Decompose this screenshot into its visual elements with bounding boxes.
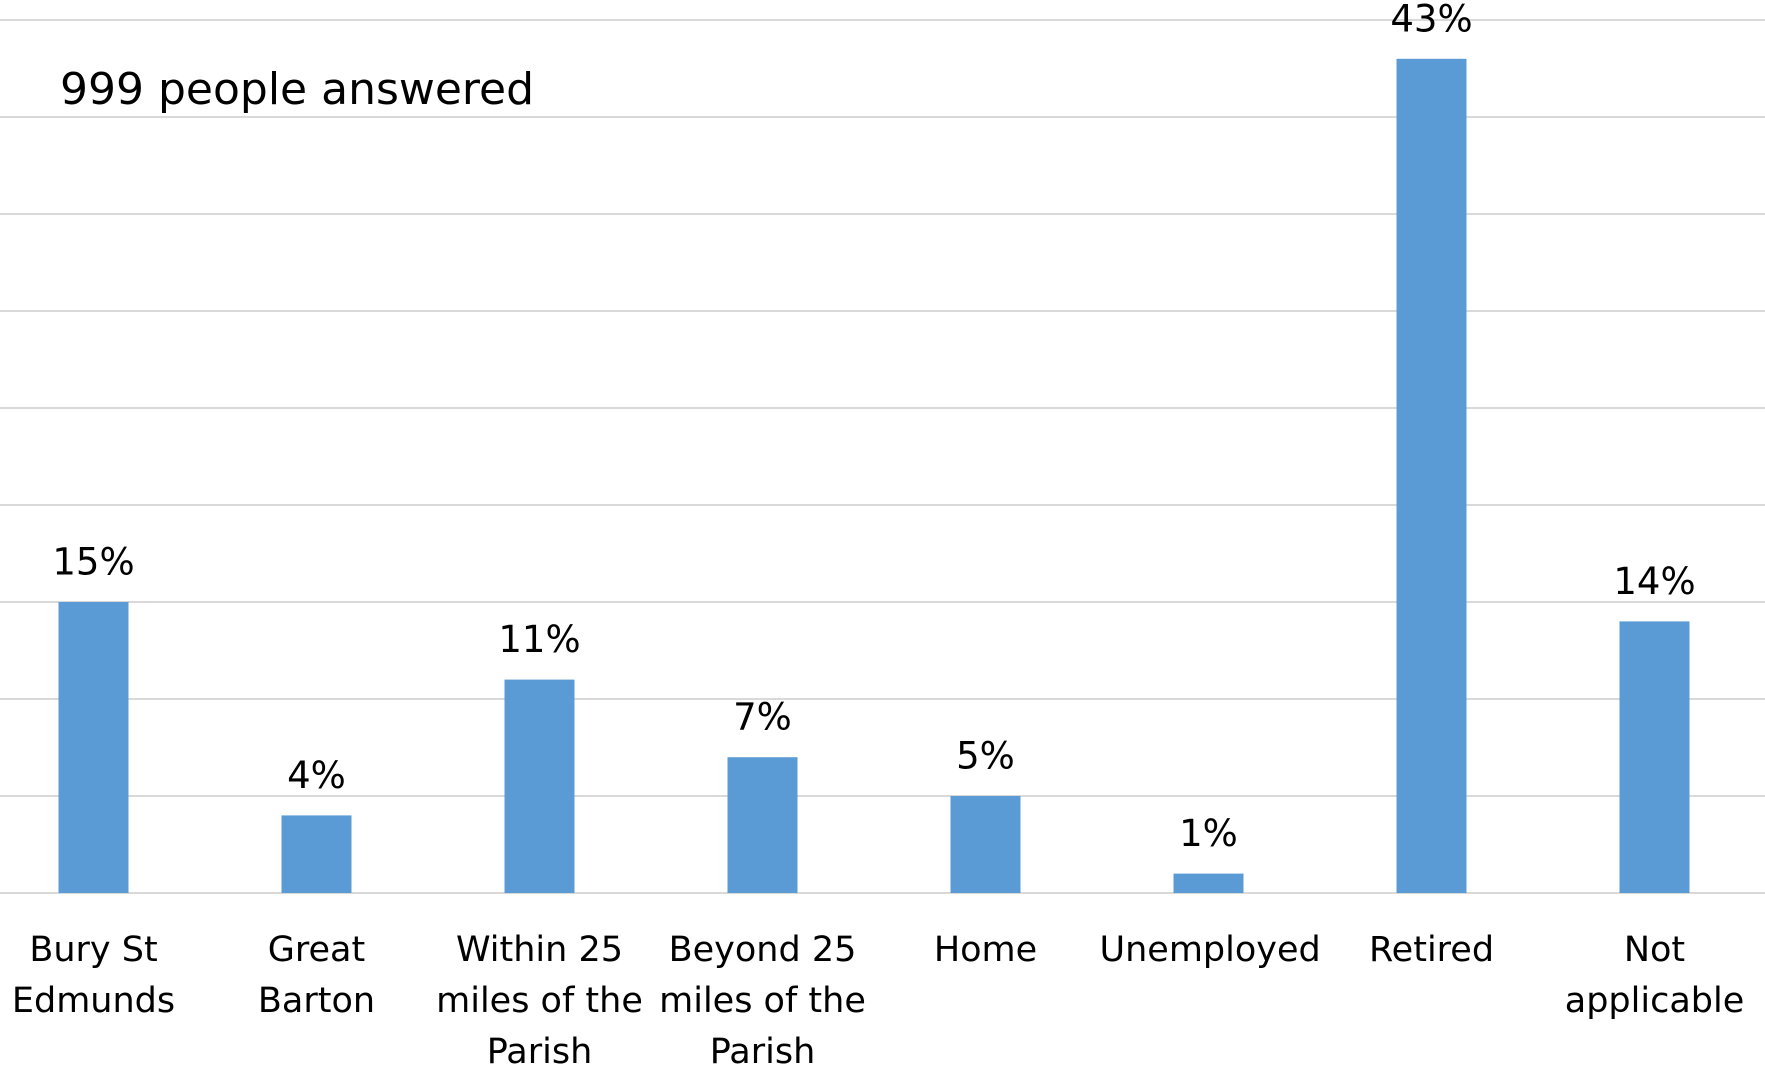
x-tick-label: Retired bbox=[1368, 930, 1495, 970]
bar bbox=[727, 757, 798, 893]
bar bbox=[1619, 621, 1690, 893]
bar bbox=[504, 679, 575, 893]
bar bbox=[281, 815, 352, 893]
x-tick-label: Beyond 25 miles of the Parish bbox=[659, 930, 866, 1072]
x-tick-label: Bury St Edmunds bbox=[11, 930, 176, 1021]
value-label: 1% bbox=[1179, 812, 1238, 855]
value-label: 7% bbox=[733, 696, 792, 739]
value-label: 4% bbox=[287, 754, 346, 797]
bar bbox=[58, 602, 129, 893]
x-tick-label: Not applicable bbox=[1564, 930, 1745, 1021]
x-tick-label: Great Barton bbox=[257, 930, 376, 1021]
value-label: 5% bbox=[956, 735, 1015, 778]
value-label: 14% bbox=[1613, 560, 1695, 603]
bar bbox=[1173, 873, 1244, 893]
x-tick-label: Within 25 miles of the Parish bbox=[436, 930, 643, 1072]
bar bbox=[1396, 58, 1467, 894]
value-label: 11% bbox=[498, 618, 580, 661]
value-label: 43% bbox=[1390, 0, 1472, 40]
x-tick-label: Home bbox=[933, 930, 1038, 970]
annotation: 999 people answered bbox=[60, 64, 534, 115]
x-tick-label: Unemployed bbox=[1099, 930, 1321, 970]
bar bbox=[950, 796, 1021, 893]
value-label: 15% bbox=[52, 541, 134, 584]
